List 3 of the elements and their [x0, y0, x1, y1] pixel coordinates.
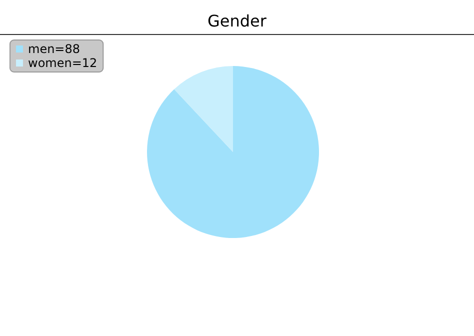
chart-title: Gender: [208, 12, 267, 30]
legend-label: women=12: [28, 56, 98, 70]
legend-label: men=88: [28, 42, 80, 56]
